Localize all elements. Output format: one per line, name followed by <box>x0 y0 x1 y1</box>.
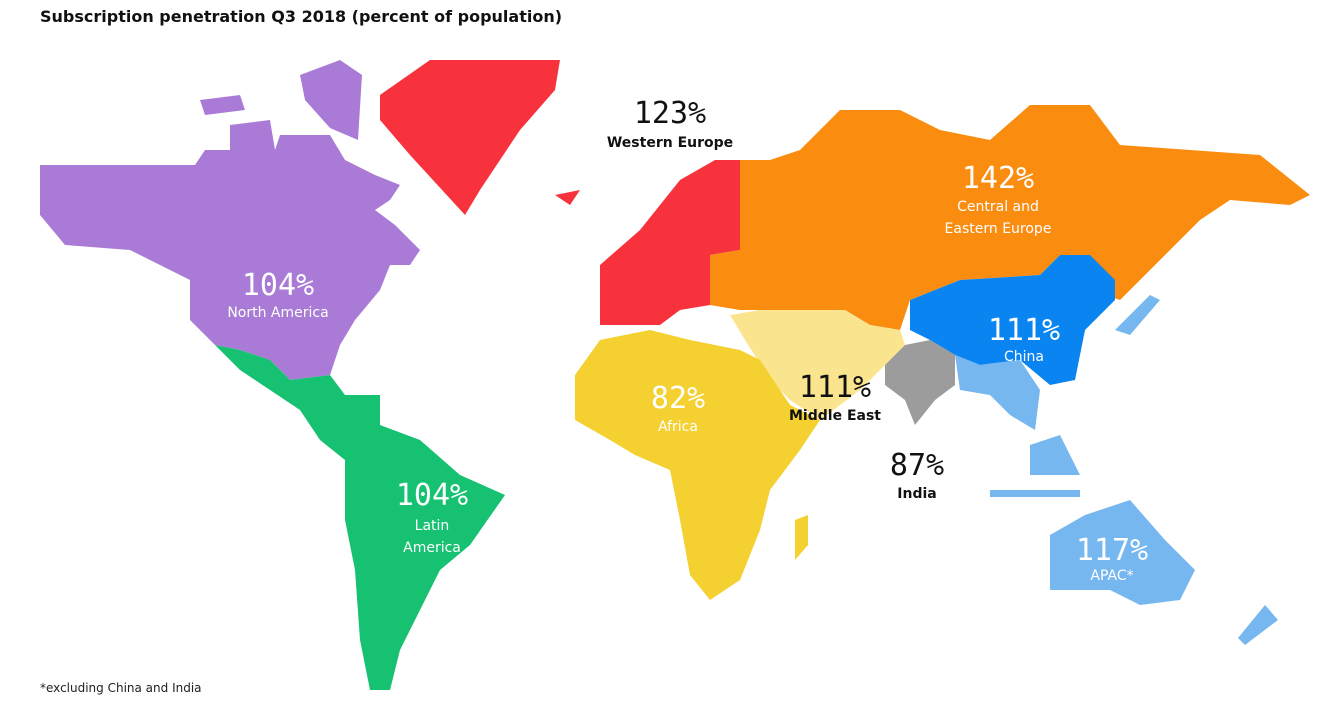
region-value: 142% <box>962 161 1034 196</box>
region-value: 104% <box>396 478 468 513</box>
region-value: 123% <box>634 96 706 131</box>
indonesia-shape <box>1030 435 1080 475</box>
region-name: North America <box>227 305 328 321</box>
middle-east-shape <box>730 310 905 420</box>
region-value: 87% <box>890 448 944 483</box>
region-name: China <box>1004 349 1044 365</box>
region-name: Eastern Europe <box>945 221 1052 237</box>
arctic-islands-shape <box>200 95 245 115</box>
region-name: Central and <box>957 199 1039 215</box>
australia-shape <box>1050 500 1195 605</box>
region-value: 111% <box>799 370 871 405</box>
western-europe-shape <box>600 160 740 325</box>
region-name: Latin <box>415 518 450 534</box>
greenland-shape <box>380 60 560 215</box>
arctic-islands-shape <box>320 160 370 205</box>
region-name: Africa <box>658 419 698 435</box>
region-name: Middle East <box>789 408 881 424</box>
latin-america-shape <box>215 345 505 690</box>
footnote: *excluding China and India <box>40 681 202 695</box>
japan-shape <box>1115 295 1160 335</box>
north-america-shape <box>40 135 420 380</box>
region-value: 111% <box>988 313 1060 348</box>
africa-shape <box>575 330 820 600</box>
land <box>40 60 1310 690</box>
china-shape <box>910 255 1115 385</box>
new-zealand-shape <box>1238 605 1278 645</box>
region-value: 104% <box>242 268 314 303</box>
arctic-islands-shape <box>230 120 275 150</box>
region-value: 117% <box>1076 533 1148 568</box>
title: Subscription penetration Q3 2018 (percen… <box>40 7 562 26</box>
region-name: APAC* <box>1090 568 1133 584</box>
indonesia-shape <box>990 490 1080 497</box>
region-name: America <box>403 540 461 556</box>
region-name: Western Europe <box>607 135 733 151</box>
region-value: 82% <box>651 381 705 416</box>
region-name: India <box>897 486 936 502</box>
madagascar-shape <box>795 515 808 560</box>
arctic-islands-shape <box>300 60 362 140</box>
labels: 104% North America 104% Latin America 12… <box>227 96 1148 584</box>
eastern-europe-shape <box>710 105 1310 330</box>
southeast-asia-shape <box>955 355 1040 430</box>
india-shape <box>885 340 955 425</box>
iceland-shape <box>555 190 580 205</box>
